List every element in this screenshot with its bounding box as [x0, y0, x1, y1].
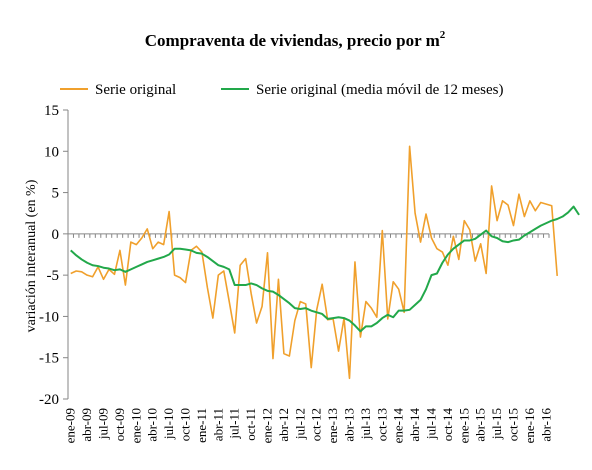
x-tick-label: ene-14: [391, 408, 406, 444]
x-tick-label: abr-09: [79, 408, 94, 442]
x-tick-label: oct-11: [243, 408, 258, 441]
x-tick-label: oct-14: [440, 408, 455, 442]
y-tick-label: -5: [47, 268, 60, 284]
legend: Serie original Serie original (media móv…: [60, 82, 503, 98]
x-tick-label: oct-10: [178, 408, 193, 441]
x-tick-label: jul-13: [358, 408, 373, 440]
chart-title-superscript: 2: [440, 29, 446, 41]
y-axis-label: variación interanual (en %): [24, 179, 39, 332]
x-tick-label: ene-13: [325, 408, 340, 443]
x-tick-label: jul-09: [96, 408, 111, 440]
x-tick-label: ene-11: [194, 408, 209, 443]
y-tick-label: 15: [44, 103, 59, 119]
x-tick-label: ene-10: [128, 408, 143, 443]
x-tick-label: ene-15: [456, 408, 471, 443]
y-tick-label: -20: [39, 392, 59, 408]
x-tick-label: abr-10: [145, 408, 160, 442]
x-tick-label: jul-15: [489, 408, 504, 440]
y-tick-label: 10: [44, 144, 59, 160]
y-tick-label: -15: [39, 351, 59, 367]
x-axis-ticks: ene-09 abr-09 jul-09 oct-09 ene-10 abr-10 jul-…: [63, 233, 553, 444]
x-tick-label: abr-13: [341, 408, 356, 442]
x-tick-label: jul-14: [423, 408, 438, 441]
chart-title-text: Compraventa de viviendas, precio por m: [145, 31, 440, 50]
series-lines: [70, 145, 580, 380]
x-tick-label: oct-09: [112, 408, 127, 441]
x-tick-label: oct-12: [309, 408, 324, 441]
x-tick-label: jul-12: [292, 408, 307, 440]
x-tick-label: abr-16: [538, 408, 553, 442]
x-tick-label: ene-12: [260, 408, 275, 443]
series-line-serie-original: [70, 145, 558, 380]
x-tick-label: jul-10: [161, 408, 176, 440]
y-tick-label: 0: [52, 227, 60, 243]
x-tick-label: abr-11: [210, 408, 225, 441]
x-tick-label: ene-16: [522, 408, 537, 444]
x-tick-label: abr-14: [407, 408, 422, 442]
y-tick-label: -10: [39, 309, 59, 325]
series-line-media-movil: [70, 205, 580, 333]
legend-label-serie-original: Serie original: [95, 82, 176, 98]
x-tick-label: abr-15: [473, 408, 488, 442]
x-tick-label: oct-15: [505, 408, 520, 441]
x-tick-label: abr-12: [276, 408, 291, 442]
x-tick-label: jul-11: [227, 408, 242, 440]
y-tick-label: 5: [52, 186, 60, 202]
x-tick-label: oct-13: [374, 408, 389, 441]
x-tick-label: ene-09: [63, 408, 78, 443]
y-axis-ticks: 15 10 5 0 -5 -10 -15 -20: [39, 103, 68, 408]
legend-label-media-movil: Serie original (media móvil de 12 meses): [256, 82, 503, 98]
chart-title: Compraventa de viviendas, precio por m2: [145, 29, 446, 50]
